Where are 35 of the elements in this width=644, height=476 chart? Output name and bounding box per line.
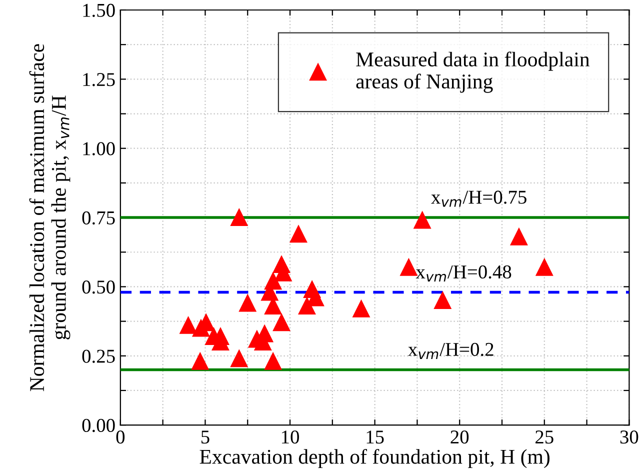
y-tick-label: 1.50 (83, 4, 115, 18)
y-tick-label: 1.00 (83, 142, 115, 156)
point (352, 300, 370, 318)
ref-line-label: x$_{vm}$/H=0.48 (416, 265, 512, 282)
y-tick-label: 0.00 (82, 418, 115, 432)
point (434, 292, 452, 310)
x-tick-label: 20 (450, 430, 469, 444)
y-tick-label: 0.75 (82, 211, 115, 225)
point (536, 258, 553, 276)
legend-label: Measured data in floodplain areas of Nanjing (356, 52, 590, 93)
x-tick-label: 15 (366, 430, 384, 444)
point (180, 316, 197, 334)
point (239, 294, 256, 312)
y-tick-label: 0.50 (82, 280, 115, 294)
point (264, 352, 282, 370)
point (273, 314, 290, 332)
point (414, 212, 431, 229)
x-axis-title: Excavation depth of foundation pit, H (m) (200, 448, 550, 468)
x-tick-label: 0 (116, 430, 125, 444)
x-tick-label: 25 (536, 430, 554, 444)
point (510, 228, 528, 246)
point (230, 350, 248, 368)
x-tick-label: 10 (282, 430, 299, 444)
y-tick-label: 1.25 (83, 73, 115, 86)
point (290, 226, 307, 243)
point (230, 209, 248, 226)
point (400, 258, 418, 276)
ref-line-label: x$_{vm}$/H=0.2 (408, 342, 494, 359)
point (192, 352, 209, 370)
ref-line-label: x$_{vm}$/H=0.75 (431, 190, 526, 207)
y-tick-label: 0.25 (82, 350, 115, 363)
x-tick-label: 5 (201, 430, 210, 444)
point (298, 298, 316, 315)
y-axis-title: Normalized location of maximum surface ground around the pit, x$_{vm}$/H (29, 44, 70, 392)
x-tick-label: 30 (620, 430, 638, 444)
